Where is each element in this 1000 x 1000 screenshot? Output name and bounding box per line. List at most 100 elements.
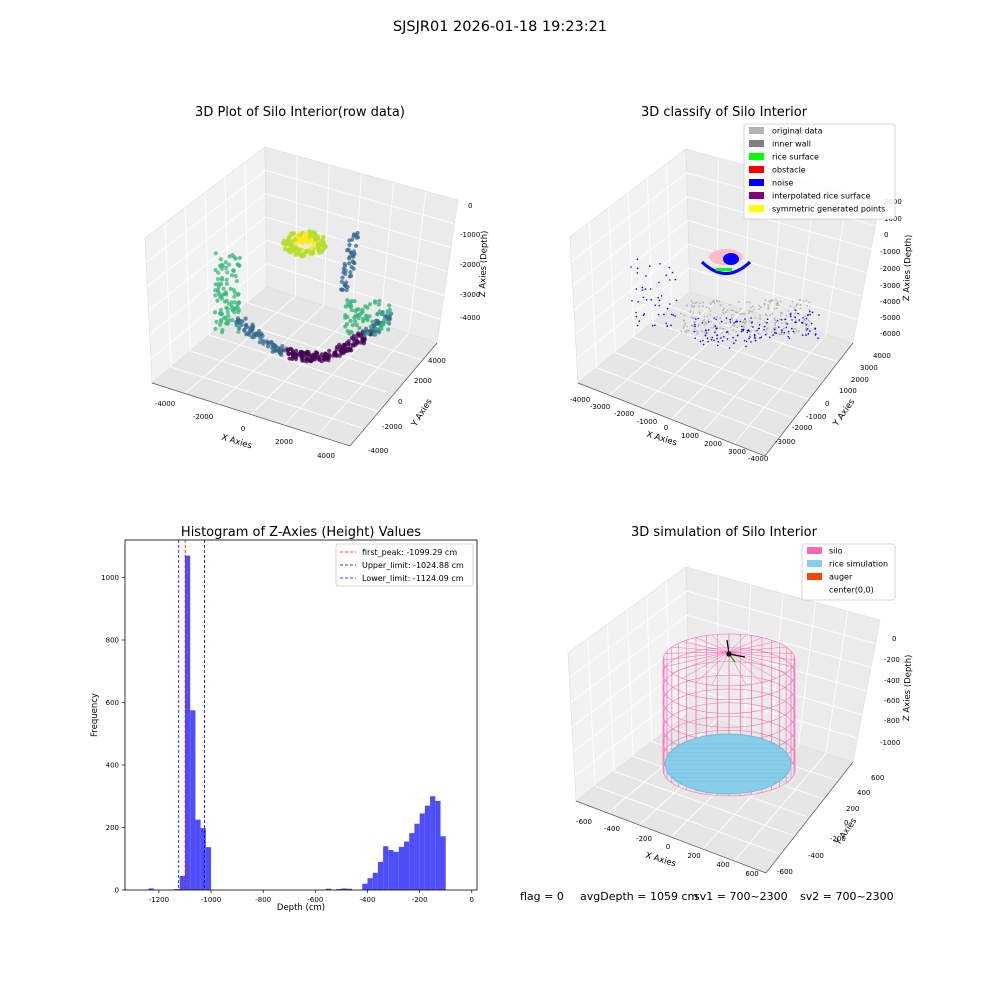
scatter-point <box>799 299 802 301</box>
scatter-point <box>717 341 719 343</box>
z-tick-label: -5000 <box>880 314 900 322</box>
silo-roof-wire <box>728 651 793 654</box>
scatter-point <box>780 318 783 321</box>
scatter-point <box>343 284 348 289</box>
scatter-point <box>657 296 659 299</box>
scatter-point <box>298 252 303 258</box>
scatter-point <box>252 334 257 339</box>
scatter-point <box>805 334 807 337</box>
scatter-point <box>769 314 771 317</box>
scatter-point <box>797 330 800 332</box>
y-tick-label: -1000 <box>806 413 826 421</box>
scatter-point <box>762 325 765 328</box>
scatter-point <box>698 311 701 314</box>
scatter-point <box>260 333 265 338</box>
scatter-point <box>758 324 761 326</box>
scatter-point <box>778 326 780 328</box>
scatter-point <box>287 249 293 255</box>
scatter-point <box>224 277 229 282</box>
scatter-point <box>742 320 745 322</box>
scatter-point <box>693 317 696 319</box>
scatter-point <box>343 313 348 318</box>
grid-line <box>250 173 362 415</box>
x-tick-label: 0 <box>470 896 474 904</box>
scatter-point <box>809 310 811 313</box>
silo-roof-wire <box>682 641 730 653</box>
scatter-point <box>792 330 795 333</box>
scatter-point <box>708 307 710 310</box>
scatter-point <box>694 337 696 340</box>
scatter-point <box>784 318 786 321</box>
scatter-point <box>670 313 673 316</box>
scatter-point <box>236 300 242 305</box>
scatter-point <box>672 314 675 316</box>
scatter-point <box>233 256 238 261</box>
scatter-point <box>373 332 378 337</box>
legend-swatch <box>749 205 764 212</box>
x-tick-label: -1200 <box>149 896 169 904</box>
scatter-point <box>770 299 772 301</box>
scatter-point <box>805 317 808 320</box>
scatter-point <box>775 299 777 301</box>
scatter-point <box>374 326 379 331</box>
z-tick-label: -6000 <box>880 330 900 338</box>
histogram-bar <box>174 889 180 890</box>
scatter-point <box>759 318 762 320</box>
scatter-point <box>772 327 775 330</box>
legend: first_peak: -1099.29 cm Upper_limit: -102… <box>335 543 474 587</box>
scatter-point <box>716 315 718 318</box>
scatter-point <box>752 326 754 328</box>
scatter-point <box>225 318 230 323</box>
scatter-point <box>232 294 237 299</box>
legend-label: rice simulation <box>829 560 888 569</box>
silo-roof-wire <box>695 651 730 683</box>
scatter-point <box>344 321 349 326</box>
scatter-point <box>775 307 778 310</box>
histogram-bar <box>341 888 347 890</box>
scatter-point <box>225 270 230 275</box>
scatter-point <box>645 275 647 277</box>
scatter-point <box>659 263 661 265</box>
scatter-point <box>234 279 239 284</box>
scatter-point <box>689 311 692 314</box>
scatter-point <box>697 325 700 327</box>
scatter-point <box>215 298 220 303</box>
x-tick-label: 600 <box>745 870 758 878</box>
scatter-point <box>767 304 770 306</box>
scatter-point <box>774 331 776 334</box>
scatter-point <box>718 322 721 324</box>
scatter-point <box>773 308 776 310</box>
scatter-point <box>735 339 737 342</box>
scatter-point <box>763 302 766 305</box>
legend-label: original data <box>772 127 823 136</box>
scatter-point <box>694 323 696 326</box>
scatter-point <box>768 300 770 303</box>
silo-roof-wire <box>665 651 730 667</box>
scatter-point <box>345 329 350 334</box>
scatter-point <box>367 302 372 307</box>
scatter-point <box>714 331 716 334</box>
scatter-point <box>749 306 752 309</box>
scatter-point <box>321 246 326 252</box>
histogram-bar <box>148 888 154 890</box>
scatter-point <box>763 303 766 306</box>
histogram-bar <box>377 861 384 891</box>
legend-label: interpolated rice surface <box>772 192 870 201</box>
scatter-point <box>702 343 705 346</box>
scatter-point <box>213 282 218 287</box>
scatter-point <box>219 312 224 317</box>
scatter-point <box>350 323 355 328</box>
scatter-point <box>666 325 668 328</box>
y-tick-label: -600 <box>777 868 793 876</box>
scatter-point <box>722 328 725 330</box>
scatter-point <box>791 300 794 303</box>
scatter-point <box>692 312 695 315</box>
scatter-point <box>805 324 807 326</box>
scatter-point <box>771 312 774 315</box>
scatter-point <box>370 319 375 324</box>
scatter-point <box>703 323 706 326</box>
scatter-point <box>686 304 688 307</box>
legend-swatch <box>749 140 764 147</box>
scatter-point <box>701 330 703 332</box>
scatter-point <box>680 312 682 315</box>
